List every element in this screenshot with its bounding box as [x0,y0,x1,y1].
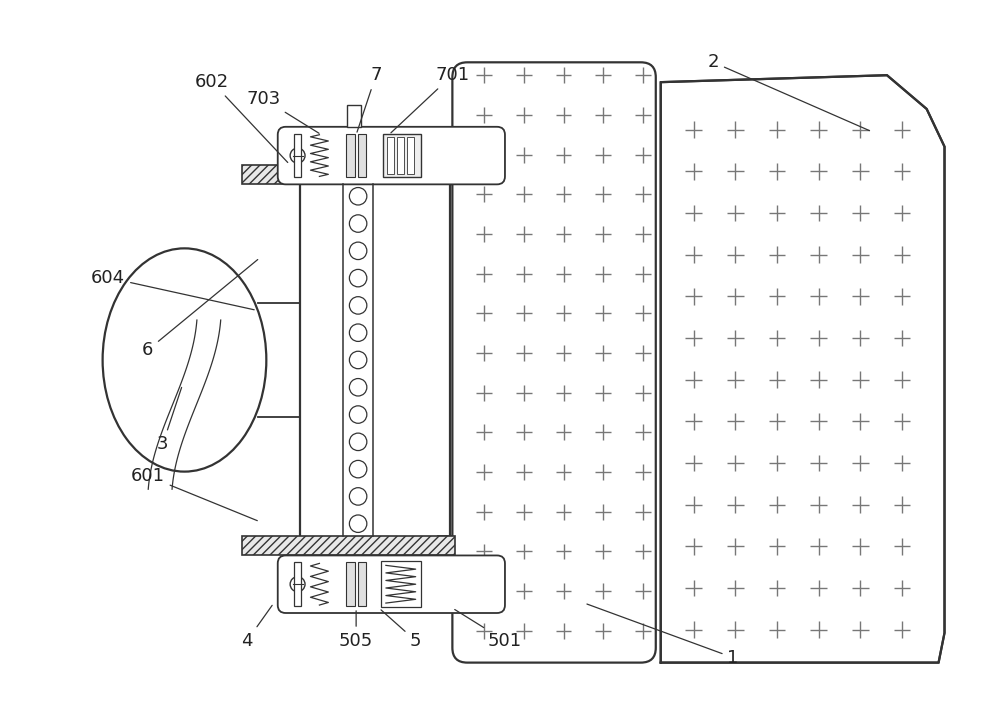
Bar [387,137,394,174]
Bar [383,134,421,177]
Circle shape [349,460,367,478]
Text: 4: 4 [241,606,272,650]
Bar [242,164,455,184]
FancyBboxPatch shape [278,556,505,613]
Circle shape [349,324,367,342]
Text: 601: 601 [131,467,257,521]
Polygon shape [661,75,945,663]
Bar [438,536,452,590]
Bar [438,130,452,184]
FancyBboxPatch shape [278,127,505,184]
Bar [300,164,450,556]
Circle shape [349,378,367,396]
Bar [407,137,414,174]
Circle shape [349,406,367,423]
Bar [358,563,366,606]
Bar [294,134,301,177]
Circle shape [349,297,367,314]
Circle shape [349,270,367,287]
Ellipse shape [103,248,266,472]
Text: 5: 5 [381,610,421,650]
Bar [358,134,366,177]
Text: 3: 3 [157,388,182,453]
Bar [346,563,355,606]
Circle shape [290,577,305,592]
Text: 6: 6 [142,260,258,359]
Text: 602: 602 [195,73,288,162]
Text: 505: 505 [339,611,373,650]
Circle shape [349,351,367,369]
Circle shape [349,242,367,260]
Circle shape [349,515,367,533]
Bar [347,105,361,127]
Circle shape [349,433,367,450]
Bar [450,536,452,556]
Bar [242,536,455,556]
Circle shape [290,148,305,163]
FancyBboxPatch shape [452,62,656,663]
Text: 604: 604 [91,269,254,310]
Text: 2: 2 [708,54,870,131]
Text: 701: 701 [391,66,469,133]
Bar [294,563,301,606]
Bar [346,134,355,177]
Circle shape [349,214,367,232]
Text: 7: 7 [357,66,382,132]
Text: 703: 703 [247,90,319,133]
Text: 501: 501 [455,609,522,650]
Bar [381,561,421,607]
Circle shape [349,187,367,205]
Bar [397,137,404,174]
Bar [450,164,452,184]
Text: 1: 1 [587,604,739,666]
Circle shape [349,488,367,505]
